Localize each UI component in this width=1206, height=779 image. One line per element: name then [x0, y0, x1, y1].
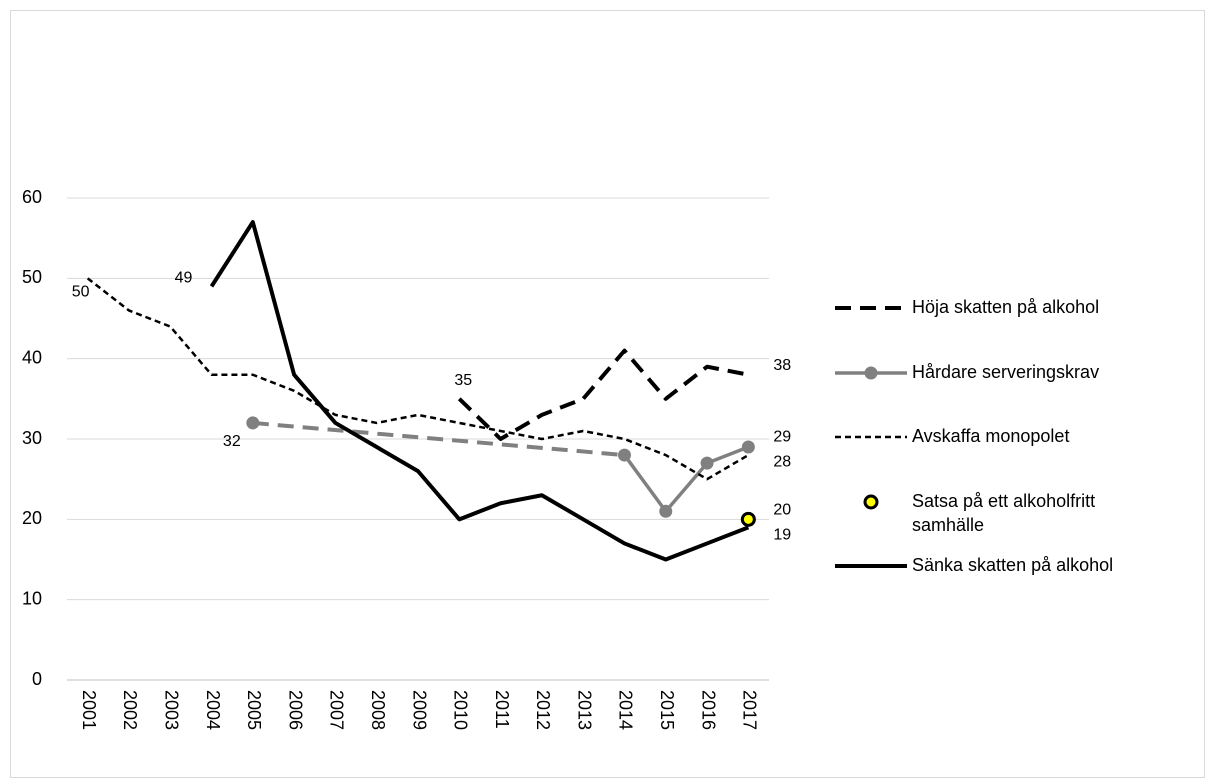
legend-label: Höja skatten på alkohol — [912, 297, 1099, 317]
point-marker — [246, 416, 260, 430]
data-label: 49 — [175, 270, 193, 287]
x-tick-label: 2002 — [120, 690, 140, 730]
y-tick-label: 60 — [22, 187, 42, 207]
point-marker — [700, 456, 714, 470]
legend-marker — [864, 366, 878, 380]
x-tick-label: 2001 — [79, 690, 99, 730]
series-line — [457, 348, 749, 441]
data-label: 50 — [72, 284, 90, 301]
legend-label: Sänka skatten på alkohol — [912, 555, 1113, 575]
x-tick-label: 2007 — [327, 690, 347, 730]
y-tick-label: 50 — [22, 267, 42, 287]
y-tick-label: 10 — [22, 588, 42, 608]
series-line — [623, 445, 749, 514]
legend-label: Hårdare serveringskrav — [912, 362, 1099, 382]
x-tick-label: 2016 — [698, 690, 718, 730]
data-label: 38 — [773, 357, 791, 374]
x-tick-label: 2006 — [285, 690, 305, 730]
point-marker — [617, 448, 631, 462]
legend-line: samhälle — [912, 515, 984, 535]
x-tick-label: 2005 — [244, 690, 264, 730]
data-label: 20 — [773, 502, 791, 519]
x-tick-label: 2004 — [203, 690, 223, 730]
x-tick-label: 2009 — [409, 690, 429, 730]
point-marker — [659, 504, 673, 518]
x-tick-label: 2008 — [368, 690, 388, 730]
data-label: 19 — [773, 527, 791, 544]
chart-border — [10, 10, 1205, 778]
y-tick-label: 20 — [22, 508, 42, 528]
x-tick-label: 2003 — [161, 690, 181, 730]
x-tick-label: 2010 — [451, 690, 471, 730]
x-tick-label: 2017 — [740, 690, 760, 730]
x-tick-label: 2013 — [574, 690, 594, 730]
x-tick-label: 2015 — [657, 690, 677, 730]
point-marker — [740, 511, 756, 527]
x-tick-label: 2012 — [533, 690, 553, 730]
point-marker — [741, 440, 755, 454]
legend-label: Avskaffa monopolet — [912, 426, 1069, 446]
x-tick-label: 2014 — [616, 690, 636, 730]
legend-label: Satsa på ett alkoholfritt samhälle — [912, 491, 1095, 535]
data-label: 35 — [454, 372, 472, 389]
legend-line: Satsa på ett alkoholfritt — [912, 491, 1095, 511]
data-label: 32 — [223, 433, 241, 450]
data-label: 29 — [773, 428, 791, 445]
y-tick-label: 30 — [22, 428, 42, 448]
series-line — [209, 220, 750, 562]
series-line — [86, 277, 749, 481]
legend-marker — [863, 494, 879, 510]
y-tick-label: 0 — [32, 669, 42, 689]
x-tick-label: 2011 — [492, 690, 512, 729]
y-tick-label: 40 — [22, 347, 42, 367]
gap-connector — [252, 420, 625, 458]
data-label: 28 — [773, 453, 791, 470]
